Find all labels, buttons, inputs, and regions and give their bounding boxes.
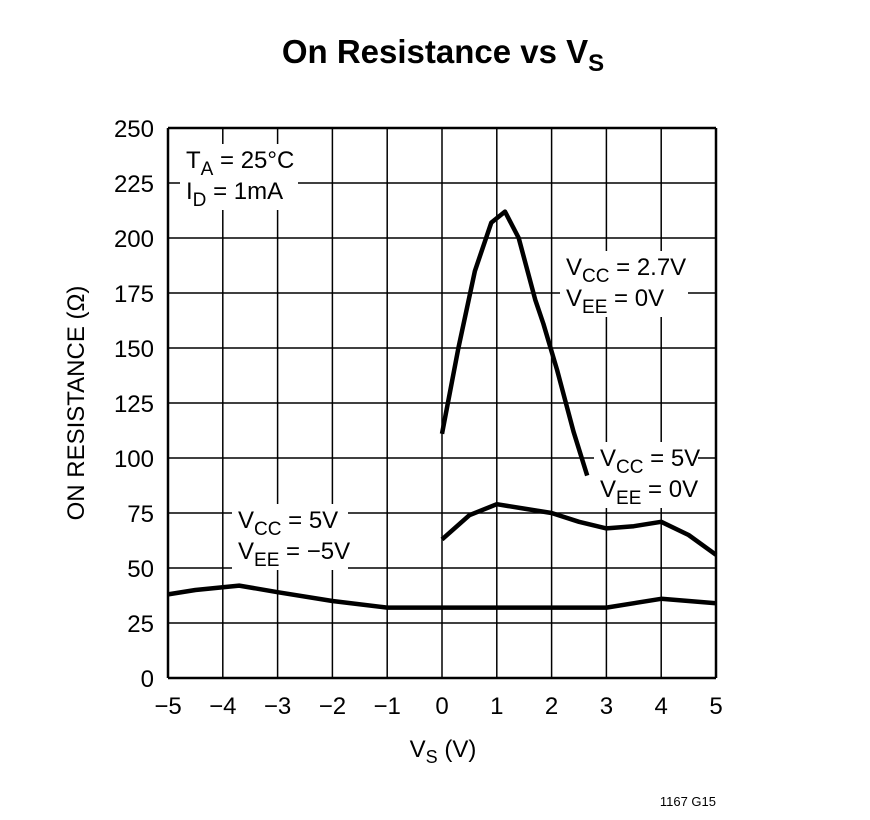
series-label-1: VEE = 0V (600, 476, 698, 509)
y-tick-label: 250 (114, 116, 154, 143)
x-axis-label: VS (V) (410, 736, 477, 767)
series-line-1 (440, 501, 718, 557)
footnote: 1167 G15 (660, 794, 716, 809)
x-tick-label: −3 (264, 693, 291, 720)
grid (166, 126, 718, 680)
series-label-1-background (594, 442, 698, 508)
conditions-label-background (180, 144, 298, 210)
x-tick-label: −2 (319, 693, 346, 720)
y-tick-label: 125 (114, 391, 154, 418)
y-tick-label: 100 (114, 446, 154, 473)
y-axis-label: ON RESISTANCE (Ω) (63, 286, 90, 521)
y-tick-label: 50 (127, 556, 154, 583)
x-tick-label: 3 (600, 693, 613, 720)
y-tick-label: 25 (127, 611, 154, 638)
y-tick-label: 225 (114, 171, 154, 198)
x-tick-label: −4 (209, 693, 236, 720)
series-label-2: VEE = −5V (238, 538, 350, 571)
x-tick-label: −5 (154, 693, 181, 720)
tick-labels: −5 −4 −3 −2 −1 0 1 2 3 4 5025507510012515017520022… (114, 116, 723, 720)
x-tick-label: 0 (435, 693, 448, 720)
x-tick-label: 5 (709, 693, 722, 720)
conditions-label: ID = 1mA (186, 178, 283, 211)
series-label-2-background (232, 504, 348, 570)
chart-title: On Resistance vs VS (282, 33, 604, 77)
series (167, 209, 718, 610)
series-label-0: VCC = 2.7V (566, 254, 686, 287)
series-label-0: VEE = 0V (566, 285, 664, 318)
x-tick-label: 1 (490, 693, 503, 720)
x-tick-label: 2 (545, 693, 558, 720)
y-tick-label: 200 (114, 226, 154, 253)
series-label-2: VCC = 5V (238, 507, 338, 540)
y-tick-label: 150 (114, 336, 154, 363)
x-tick-label: −1 (374, 693, 401, 720)
series-line-2 (167, 583, 717, 610)
x-tick-label: 4 (655, 693, 668, 720)
y-tick-label: 75 (127, 501, 154, 528)
y-tick-label: 175 (114, 281, 154, 308)
series-line-0 (439, 209, 590, 477)
y-tick-label: 0 (141, 666, 154, 693)
series-label-0-background (560, 251, 688, 317)
conditions-label: TA = 25°C (186, 147, 294, 180)
series-label-1: VCC = 5V (600, 445, 700, 478)
